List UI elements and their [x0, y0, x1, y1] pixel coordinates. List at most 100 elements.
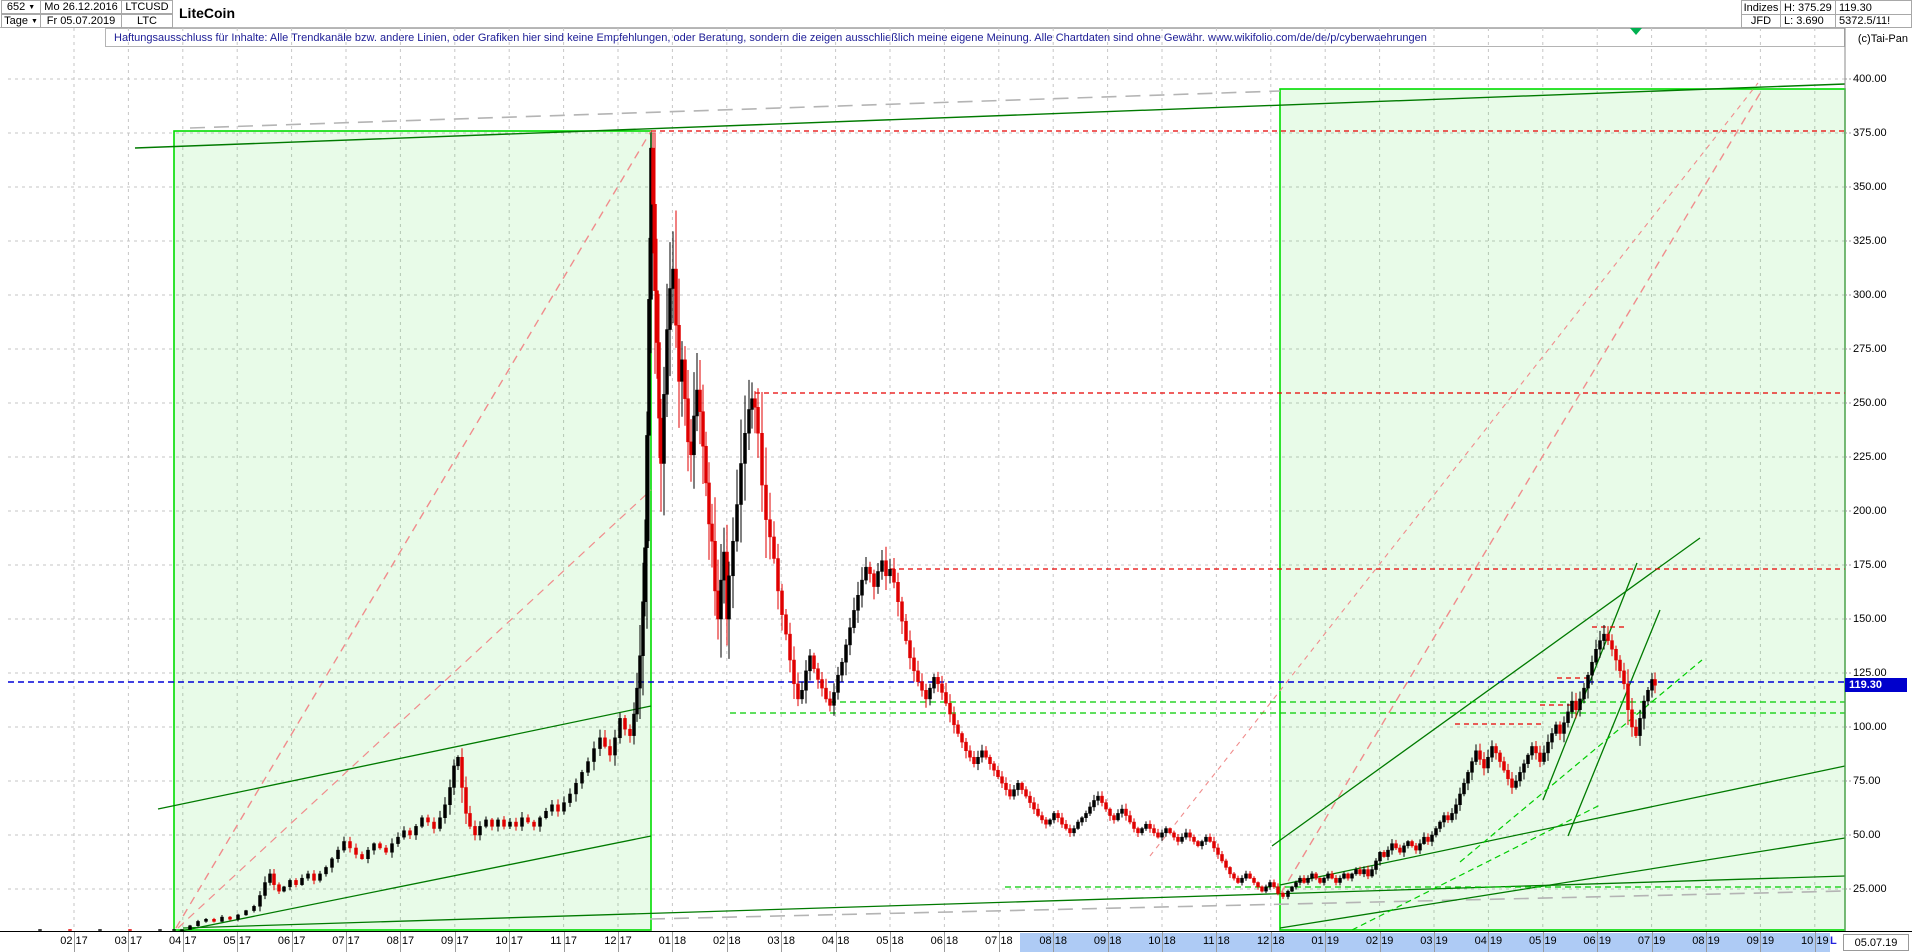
candle-body — [647, 299, 651, 436]
price-axis-label: 300.00 — [1853, 289, 1887, 301]
candle-body — [426, 817, 430, 823]
copyright-label: (c)Tai-Pan — [1857, 33, 1908, 45]
time-axis-label: 04 17 — [169, 935, 197, 947]
candle-body — [635, 687, 639, 715]
candle-body — [856, 594, 860, 611]
candle-body — [98, 929, 102, 931]
candle-body — [508, 821, 512, 827]
candle-body — [920, 681, 924, 691]
candle-body — [38, 929, 42, 931]
price-axis-label: 100.00 — [1853, 721, 1887, 733]
candle-body — [1598, 640, 1602, 650]
candle-body — [739, 463, 743, 505]
candle-body — [1076, 821, 1080, 829]
candle-body — [1562, 722, 1566, 734]
candle-body — [520, 817, 524, 827]
candle-body — [1574, 700, 1578, 710]
candle-body — [598, 737, 602, 749]
candle-body — [1582, 687, 1586, 700]
candle-body — [1276, 886, 1280, 894]
period-dropdown[interactable]: Tage ▼ — [1, 14, 41, 28]
candle-body — [1618, 659, 1622, 672]
candle-body — [643, 547, 647, 602]
candle-body — [1406, 841, 1410, 847]
candle-body — [1474, 750, 1478, 762]
candle-body — [812, 655, 816, 669]
candle-body — [1116, 813, 1120, 821]
pink-diagonal-2019-shallow — [1149, 82, 1759, 857]
candle-body — [236, 914, 240, 920]
candle-body — [1080, 817, 1084, 823]
time-axis-label: 03 18 — [767, 935, 795, 947]
pink-diagonal-2019 — [1280, 89, 1763, 894]
candle-body — [1000, 776, 1004, 784]
time-axis-tick — [1325, 932, 1327, 952]
candle-body — [252, 906, 256, 911]
candle-body — [1268, 882, 1272, 888]
candle-body — [1482, 759, 1486, 769]
candle-body — [306, 873, 310, 879]
candle-body — [976, 756, 980, 764]
candle-body — [916, 670, 920, 682]
price-axis-label: 225.00 — [1853, 451, 1887, 463]
candle-body — [1140, 828, 1144, 834]
candle-body — [792, 659, 796, 685]
time-axis-tick — [1162, 932, 1163, 952]
candle-body — [1354, 869, 1358, 875]
candle-body — [1454, 804, 1458, 814]
time-axis-label: 09 18 — [1093, 935, 1122, 947]
candle-body — [1366, 869, 1370, 877]
candle-body — [366, 849, 370, 860]
candle-body — [1248, 873, 1252, 879]
candle-body — [764, 484, 768, 520]
candle-body — [924, 690, 928, 700]
candle-body — [1020, 782, 1024, 790]
candle-body — [1334, 877, 1338, 883]
candle-body — [956, 724, 960, 734]
time-axis-label: 07 18 — [985, 935, 1013, 947]
axis-date-cell: 05.07.19 — [1843, 934, 1909, 951]
time-axis[interactable]: L 05.07.19 02 17 03 17 04 17 05 17 06 17 07 1… — [0, 931, 1912, 952]
candle-body — [1358, 869, 1362, 875]
candle-body — [68, 929, 72, 931]
time-axis-label: 06 19 — [1583, 935, 1611, 947]
candle-body — [1068, 828, 1072, 834]
candle-body — [719, 579, 723, 620]
price-axis-label: 125.00 — [1853, 667, 1887, 679]
candle-body — [1124, 808, 1128, 816]
candle-body — [1442, 815, 1446, 823]
candle-body — [784, 614, 788, 635]
candle-body — [1594, 648, 1598, 663]
candle-body — [277, 884, 281, 892]
header-bar — [0, 0, 1912, 28]
candle-body — [464, 787, 468, 814]
candle-body — [544, 810, 548, 818]
time-axis-tick — [618, 932, 619, 952]
candle-body — [1132, 821, 1136, 829]
candle-body — [1502, 761, 1506, 771]
candle-body — [1498, 752, 1502, 762]
candle-body — [1028, 795, 1032, 803]
time-axis-tick — [781, 932, 783, 952]
candle-body — [1382, 852, 1386, 857]
candle-body — [1590, 661, 1594, 676]
candle-body — [1326, 873, 1330, 879]
candle-body — [1072, 828, 1076, 834]
candle-body — [692, 415, 696, 456]
fan-2019-line-1 — [1279, 837, 1846, 929]
bars-count-value: 652 — [6, 1, 26, 13]
candle-body — [188, 925, 192, 930]
candle-body — [1152, 828, 1156, 834]
time-axis-tick — [1760, 932, 1762, 952]
time-axis-tick — [454, 932, 456, 952]
candle-body — [1160, 832, 1164, 838]
candle-body — [944, 692, 948, 704]
pink-diagonal-2017-shallow — [177, 489, 652, 929]
candle-body — [1522, 763, 1526, 773]
time-axis-tick — [182, 932, 184, 952]
candle-body — [1602, 633, 1606, 641]
time-axis-tick — [1379, 932, 1381, 952]
candle-body — [1578, 698, 1582, 710]
grey-projection-upper — [189, 90, 1281, 129]
